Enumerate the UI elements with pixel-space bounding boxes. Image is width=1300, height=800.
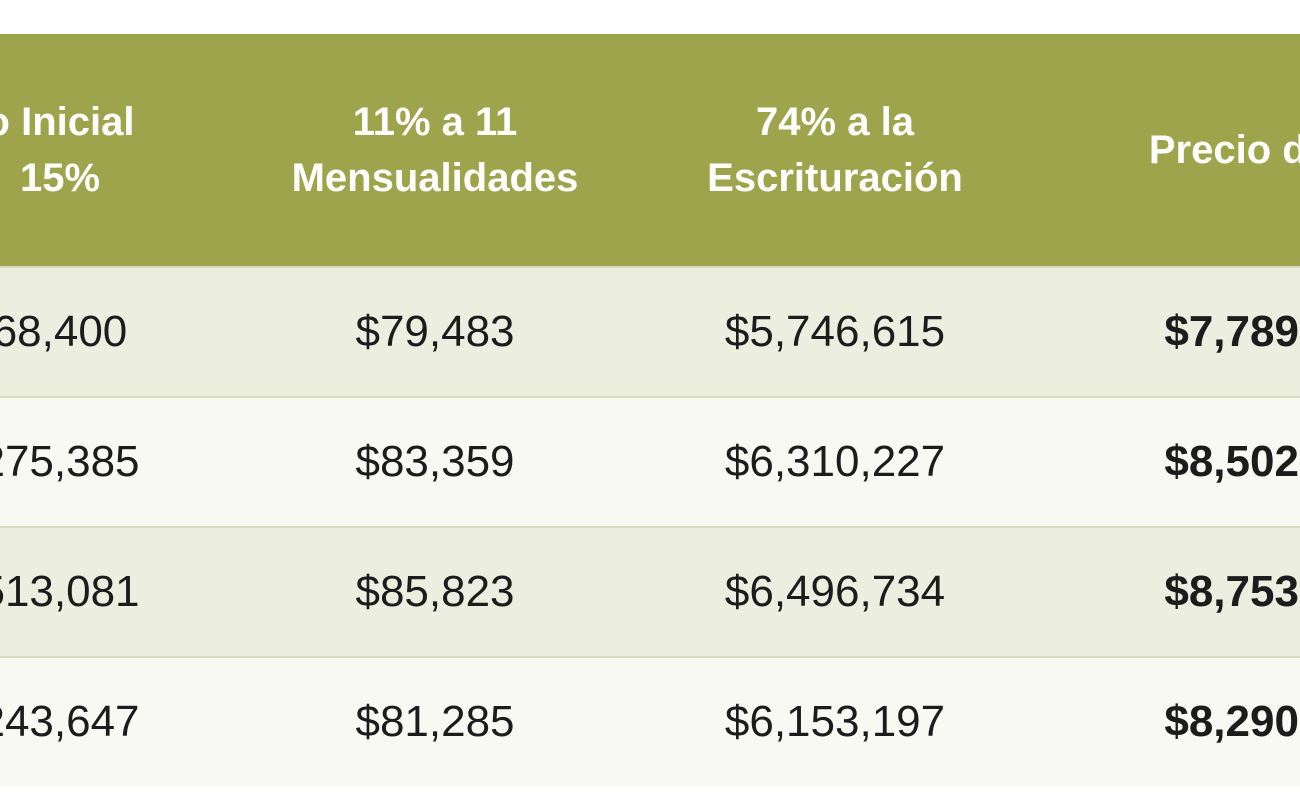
- cell-enganche: 513,081: [0, 567, 140, 616]
- top-margin: [0, 0, 1300, 34]
- table-row: 243,647 $81,285 $6,153,197 $8,290,9: [0, 656, 1300, 786]
- cell-mensualidades: $83,359: [355, 437, 515, 486]
- cell-enganche: 243,647: [0, 697, 140, 746]
- cell-enganche: 68,400: [0, 307, 128, 356]
- table-row: 275,385 $83,359 $6,310,227 $8,502,5: [0, 396, 1300, 526]
- cell-precio: $8,753,8: [1164, 567, 1300, 616]
- cell-escrituracion: $6,310,227: [724, 437, 946, 486]
- header-mensualidades: 11% a 11 Mensualidades: [291, 100, 579, 200]
- cell-mensualidades: $85,823: [355, 567, 515, 616]
- table-row: 68,400 $79,483 $5,746,615 $7,789,3: [0, 266, 1300, 396]
- cell-precio: $7,789,3: [1164, 307, 1300, 356]
- cell-precio: $8,502,5: [1164, 437, 1300, 486]
- table-row: 513,081 $85,823 $6,496,734 $8,753,8: [0, 526, 1300, 656]
- header-enganche-inicial: o Inicial 15%: [0, 100, 135, 200]
- cell-mensualidades: $79,483: [355, 307, 515, 356]
- cell-mensualidades: $81,285: [355, 697, 515, 746]
- cell-escrituracion: $6,153,197: [724, 697, 946, 746]
- header-precio: Precio de I: [1148, 128, 1300, 172]
- cell-enganche: 275,385: [0, 437, 140, 486]
- pricing-table: o Inicial 15% 11% a 11 Mensualidades 74%…: [0, 34, 1300, 786]
- cell-escrituracion: $5,746,615: [724, 307, 946, 356]
- table-header-row: o Inicial 15% 11% a 11 Mensualidades 74%…: [0, 34, 1300, 266]
- cell-escrituracion: $6,496,734: [724, 567, 946, 616]
- cell-precio: $8,290,9: [1164, 697, 1300, 746]
- header-escrituracion: 74% a la Escrituración: [707, 100, 963, 200]
